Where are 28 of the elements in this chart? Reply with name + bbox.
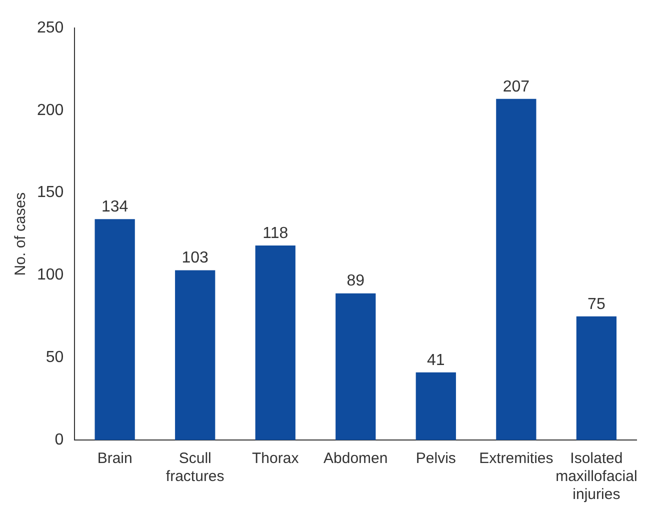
- bar: [576, 316, 617, 440]
- data-label: 89: [346, 272, 365, 290]
- x-tick-label: Extremities: [479, 450, 554, 468]
- bar: [94, 219, 135, 440]
- x-tick-label: Isolated maxillofacial injuries: [556, 450, 638, 504]
- x-tick-label: Pelvis: [416, 450, 456, 468]
- y-tick-label: 0: [54, 431, 64, 448]
- bar: [255, 246, 296, 440]
- y-axis-title: No. of cases: [12, 192, 30, 276]
- bar: [336, 293, 376, 440]
- data-label: 134: [101, 198, 128, 216]
- data-label: 41: [427, 352, 445, 369]
- data-label: 75: [588, 296, 606, 313]
- data-label: 207: [502, 78, 530, 96]
- data-label: 118: [262, 224, 288, 242]
- y-tick-label: 100: [36, 266, 64, 284]
- y-tick-label: 150: [36, 184, 64, 202]
- x-tick-label: Scull fractures: [166, 450, 224, 486]
- x-tick-label: Brain: [97, 450, 132, 468]
- y-tick-label: 200: [36, 102, 64, 119]
- x-tick-label: Abdomen: [324, 450, 388, 468]
- bar: [416, 372, 456, 440]
- bar: [175, 270, 216, 440]
- y-tick-label: 250: [36, 19, 64, 36]
- x-tick-label: Thorax: [252, 450, 300, 468]
- bar: [496, 98, 536, 440]
- data-label: 103: [182, 250, 209, 267]
- y-tick-label: 50: [46, 349, 64, 366]
